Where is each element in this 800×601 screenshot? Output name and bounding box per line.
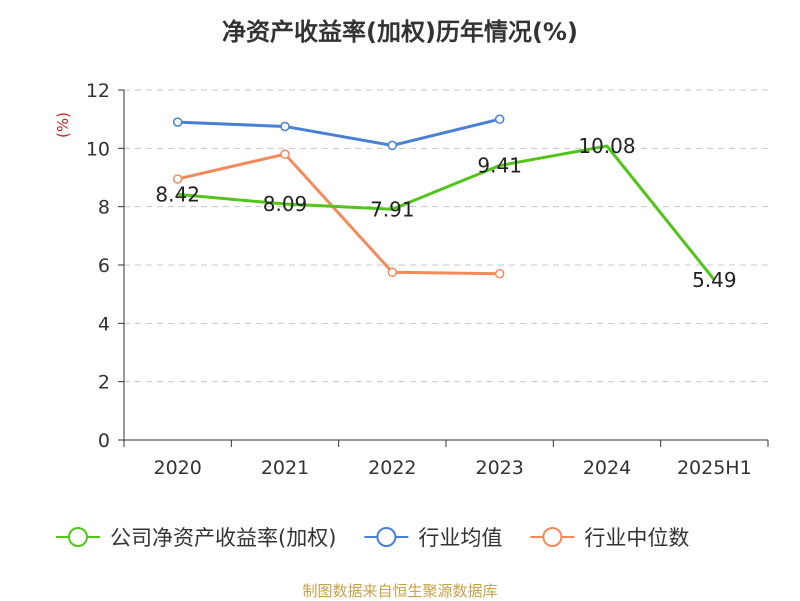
y-tick-label: 0 — [98, 430, 110, 452]
y-axis-label: (%) — [54, 112, 72, 138]
data-label: 9.41 — [477, 154, 522, 178]
y-tick-label: 4 — [98, 313, 110, 335]
chart-title: 净资产收益率(加权)历年情况(%) — [222, 18, 578, 46]
y-tick-label: 10 — [86, 138, 110, 160]
legend-marker — [376, 527, 397, 547]
data-point — [172, 174, 183, 184]
data-point — [387, 267, 398, 278]
series-line — [177, 144, 716, 281]
data-label: 8.42 — [155, 182, 200, 206]
x-tick-label: 2025H1 — [677, 457, 752, 479]
data-point — [172, 117, 183, 127]
data-point — [494, 114, 505, 124]
x-tick-label: 2021 — [261, 457, 309, 479]
y-tick-label: 2 — [98, 372, 110, 394]
data-label: 8.09 — [263, 192, 308, 216]
legend-label: 行业均值 — [418, 526, 502, 550]
data-label: 7.91 — [370, 197, 415, 221]
x-tick-label: 2022 — [368, 457, 416, 479]
x-tick-label: 2020 — [153, 457, 201, 479]
legend-marker — [542, 527, 563, 547]
legend-label: 行业中位数 — [584, 526, 689, 550]
data-label: 5.49 — [692, 268, 737, 292]
legend-label: 公司净资产收益率(加权) — [110, 526, 336, 550]
data-point — [280, 121, 290, 132]
line-chart: 0 2 4 6 8 10 12 2020 2021 2022 2023 2024 2025H1 (%) 8.… — [54, 80, 769, 550]
legend-marker — [68, 527, 88, 547]
data-point — [494, 269, 505, 279]
y-tick-label: 8 — [98, 197, 110, 219]
data-point — [280, 149, 290, 159]
series-line — [177, 152, 500, 276]
y-tick-label: 6 — [98, 255, 110, 277]
y-tick-label: 12 — [86, 80, 110, 102]
data-point — [387, 140, 398, 151]
x-tick-label: 2024 — [583, 457, 631, 479]
source-note: 制图数据来自恒生聚源数据库 — [302, 582, 498, 600]
series-line — [177, 117, 501, 147]
x-tick-label: 2023 — [475, 457, 523, 479]
data-label: 10.08 — [578, 134, 635, 158]
